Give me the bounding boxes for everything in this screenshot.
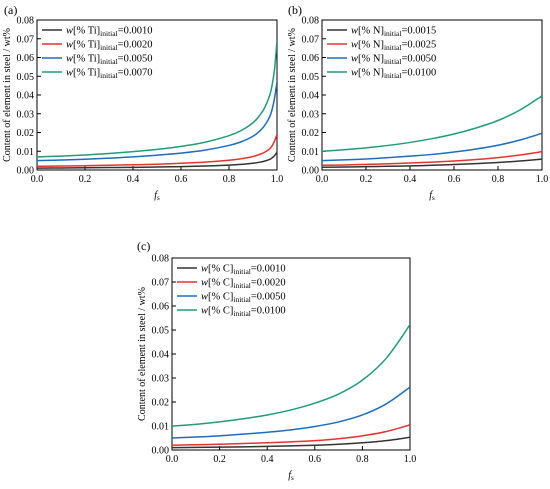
x-tick-label: 0.0 <box>166 454 179 465</box>
series-line-3 <box>37 40 277 158</box>
y-tick-label: 0.07 <box>17 34 35 45</box>
series-line-2 <box>37 81 277 162</box>
x-tick-label: 1.0 <box>271 174 284 185</box>
x-tick-label: 0.0 <box>316 174 329 185</box>
panel-label: (b) <box>288 3 302 17</box>
y-tick-label: 0.01 <box>302 147 320 158</box>
y-tick-label: 0.03 <box>302 109 320 120</box>
chart-panel-2: (c) 0.00 0.01 0.02 0.03 0.04 0.05 0.06 0.07 0.08 0… <box>137 239 416 482</box>
y-tick-label: 0.02 <box>152 398 170 409</box>
x-axis-label: fs <box>288 470 294 482</box>
x-tick-label: 0.0 <box>31 174 44 185</box>
y-tick-label: 0.01 <box>152 422 170 433</box>
y-tick-label: 0.05 <box>302 72 320 83</box>
x-tick-label: 0.4 <box>127 174 140 185</box>
x-axis-label: fs <box>154 190 160 202</box>
series-line-0 <box>322 158 542 168</box>
y-tick-label: 0.08 <box>302 16 320 27</box>
y-tick-label: 0.03 <box>17 109 35 120</box>
y-tick-label: 0.06 <box>152 302 170 313</box>
chart-panel-0: (a) 0.00 0.01 0.02 0.03 0.04 0.05 0.06 0.07 0.08 0… <box>2 3 283 202</box>
x-tick-label: 0.4 <box>261 454 274 465</box>
panel-label: (c) <box>137 239 150 253</box>
y-tick-label: 0.08 <box>17 16 35 27</box>
chart-panel-1: (b) 0.00 0.01 0.02 0.03 0.04 0.05 0.06 0.07 0.08 0… <box>287 3 548 202</box>
y-tick-label: 0.00 <box>302 166 320 177</box>
legend-entry: w[% Ti]initial=0.0050 <box>66 54 152 67</box>
x-tick-label: 0.6 <box>448 174 461 185</box>
x-tick-label: 0.2 <box>79 174 92 185</box>
legend-entry: w[% C]initial=0.0020 <box>201 278 286 291</box>
y-axis-label: Content of element in steel / wt% <box>287 28 298 162</box>
y-tick-label: 0.06 <box>17 53 35 64</box>
series-line-0 <box>172 436 410 449</box>
y-tick-label: 0.00 <box>152 446 170 457</box>
legend-entry: w[% N]initial=0.0015 <box>351 26 436 39</box>
x-axis-label: fs <box>429 190 435 202</box>
y-tick-label: 0.08 <box>152 254 170 265</box>
legend-entry: w[% Ti]initial=0.0010 <box>66 26 152 39</box>
series-line-2 <box>322 132 542 162</box>
series-line-0 <box>37 151 277 169</box>
legend-entry: w[% C]initial=0.0100 <box>201 306 286 319</box>
legend-entry: w[% Ti]initial=0.0020 <box>66 40 152 53</box>
y-tick-label: 0.04 <box>152 350 170 361</box>
legend-entry: w[% N]initial=0.0100 <box>351 68 436 81</box>
y-tick-label: 0.00 <box>17 166 35 177</box>
series-line-1 <box>172 424 410 446</box>
x-tick-label: 0.8 <box>223 174 236 185</box>
series-line-3 <box>322 95 542 152</box>
y-tick-label: 0.02 <box>17 128 35 139</box>
series-line-1 <box>37 134 277 167</box>
legend-entry: w[% C]initial=0.0010 <box>201 264 286 277</box>
legend-entry: w[% N]initial=0.0050 <box>351 54 436 67</box>
y-tick-label: 0.04 <box>302 91 320 102</box>
y-axis-label: Content of element in steel / wt% <box>2 28 13 162</box>
y-axis-label: Content of element in steel / wt% <box>137 287 148 421</box>
panel-label: (a) <box>4 3 17 17</box>
legend-entry: w[% N]initial=0.0025 <box>351 40 436 53</box>
y-tick-label: 0.04 <box>17 91 35 102</box>
x-tick-label: 1.0 <box>404 454 417 465</box>
x-tick-label: 0.4 <box>404 174 417 185</box>
y-tick-label: 0.05 <box>17 72 35 83</box>
y-tick-label: 0.01 <box>17 147 35 158</box>
series-line-2 <box>172 386 410 439</box>
x-tick-label: 1.0 <box>536 174 549 185</box>
x-tick-label: 0.8 <box>492 174 505 185</box>
x-tick-label: 0.6 <box>309 454 322 465</box>
x-tick-label: 0.2 <box>213 454 226 465</box>
y-tick-label: 0.06 <box>302 53 320 64</box>
y-tick-label: 0.02 <box>302 128 320 139</box>
series-line-1 <box>322 150 542 167</box>
x-tick-label: 0.8 <box>356 454 369 465</box>
y-tick-label: 0.07 <box>302 34 320 45</box>
y-tick-label: 0.03 <box>152 374 170 385</box>
y-tick-label: 0.07 <box>152 278 170 289</box>
legend-entry: w[% Ti]initial=0.0070 <box>66 68 152 81</box>
legend-entry: w[% C]initial=0.0050 <box>201 292 286 305</box>
x-tick-label: 0.6 <box>175 174 188 185</box>
series-line-3 <box>172 324 410 427</box>
y-tick-label: 0.05 <box>152 326 170 337</box>
x-tick-label: 0.2 <box>360 174 373 185</box>
